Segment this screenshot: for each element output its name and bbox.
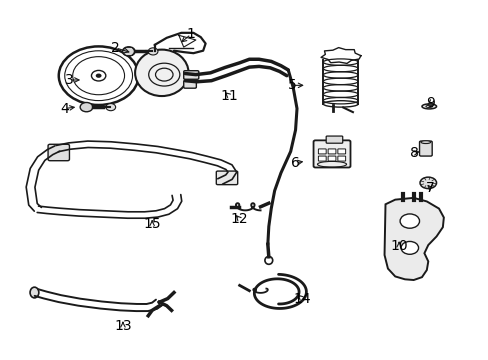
Text: 14: 14 [292, 292, 310, 306]
Text: 1: 1 [186, 27, 195, 41]
Ellipse shape [135, 50, 188, 96]
FancyBboxPatch shape [318, 149, 325, 154]
Ellipse shape [420, 141, 430, 144]
FancyBboxPatch shape [183, 71, 199, 79]
Text: 12: 12 [230, 212, 248, 226]
Text: 9: 9 [425, 96, 434, 110]
FancyBboxPatch shape [337, 156, 345, 161]
Circle shape [122, 47, 135, 56]
FancyBboxPatch shape [183, 81, 196, 88]
FancyBboxPatch shape [327, 149, 335, 154]
Text: 2: 2 [111, 41, 120, 55]
Text: 3: 3 [65, 73, 74, 87]
Circle shape [91, 71, 105, 81]
FancyBboxPatch shape [318, 156, 325, 161]
Ellipse shape [264, 256, 272, 264]
Text: 4: 4 [60, 102, 69, 116]
FancyBboxPatch shape [419, 141, 431, 156]
Text: 15: 15 [143, 217, 161, 231]
Text: 8: 8 [409, 146, 418, 160]
Circle shape [80, 103, 93, 112]
Circle shape [400, 242, 418, 254]
Text: 7: 7 [425, 181, 434, 195]
FancyBboxPatch shape [327, 156, 335, 161]
Ellipse shape [30, 287, 39, 298]
FancyBboxPatch shape [337, 149, 345, 154]
Text: 5: 5 [287, 78, 296, 92]
Circle shape [106, 104, 116, 111]
FancyBboxPatch shape [325, 136, 342, 143]
Ellipse shape [421, 104, 436, 109]
Text: 10: 10 [389, 239, 407, 253]
Ellipse shape [419, 177, 436, 189]
Circle shape [399, 214, 419, 228]
FancyBboxPatch shape [313, 140, 350, 167]
FancyBboxPatch shape [216, 171, 237, 185]
Circle shape [148, 48, 158, 55]
Polygon shape [384, 198, 443, 280]
Text: 13: 13 [114, 319, 131, 333]
Ellipse shape [425, 105, 432, 108]
FancyBboxPatch shape [48, 144, 69, 161]
Text: 6: 6 [290, 156, 299, 170]
Circle shape [96, 73, 102, 78]
Text: 11: 11 [220, 89, 237, 103]
